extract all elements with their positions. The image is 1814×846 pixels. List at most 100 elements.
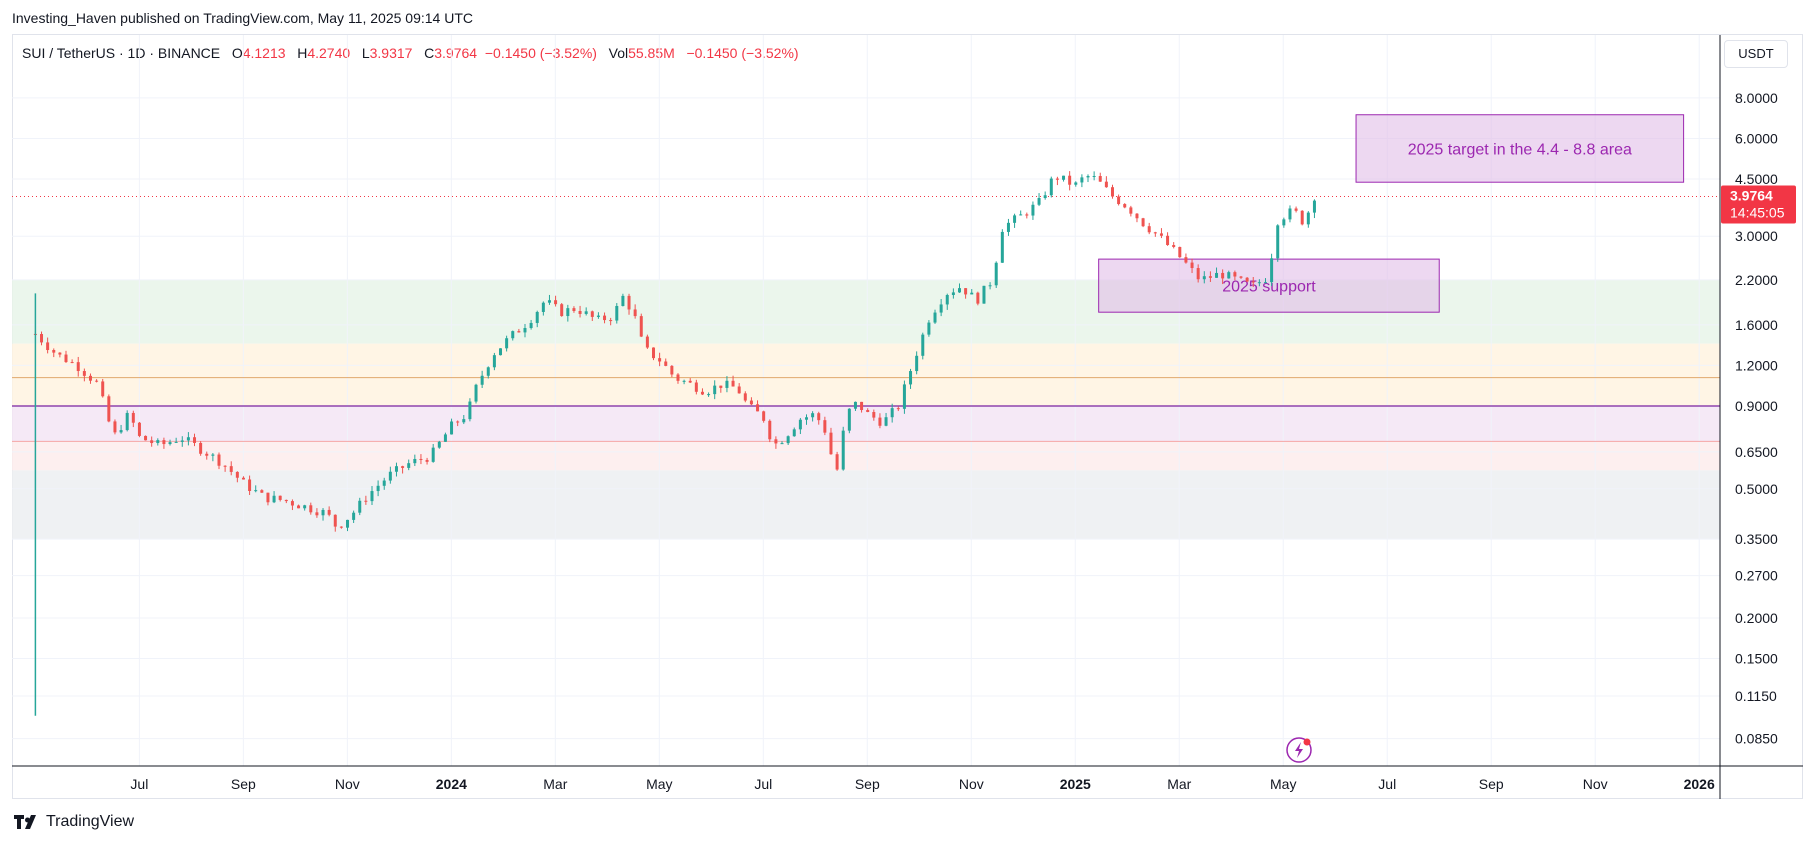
candle-body (199, 442, 203, 454)
candle-body (756, 404, 760, 412)
candle-body (1263, 282, 1267, 284)
open-value: 4.1213 (242, 45, 286, 61)
candle-body (58, 352, 62, 355)
candle-body (694, 382, 698, 392)
x-tick-label: May (1270, 776, 1296, 792)
y-tick-label: 2.2000 (1735, 272, 1778, 288)
candle-body (915, 355, 919, 372)
candle-body (1129, 207, 1133, 214)
candle-body (633, 309, 637, 317)
candle-body (749, 400, 753, 405)
candle-body (670, 365, 674, 375)
candle-body (1135, 213, 1139, 219)
y-tick-label: 0.9000 (1735, 398, 1778, 414)
candle-body (1062, 175, 1066, 180)
candle-body (786, 436, 790, 444)
y-tick-label: 0.2000 (1735, 610, 1778, 626)
candle-body (909, 371, 913, 385)
axes-layer: 8.0000 6.0000 4.5000 3.0000 2.2000 1.6000 1.20… (12, 35, 1803, 799)
candle-body (64, 354, 68, 363)
candle-body (107, 396, 111, 422)
tradingview-logo[interactable]: TradingView (14, 813, 134, 831)
y-tick-label: 4.5000 (1735, 171, 1778, 187)
candle-body (443, 434, 447, 442)
candle-body (866, 410, 870, 413)
candle-body (688, 380, 692, 383)
candle-body (352, 512, 356, 520)
candle-body (700, 391, 704, 395)
candle-body (394, 466, 398, 472)
candle-body (150, 440, 154, 444)
candle-body (82, 371, 86, 376)
candle-body (541, 302, 545, 312)
y-tick-label: 1.6000 (1735, 317, 1778, 333)
annotation-box (1098, 258, 1440, 313)
y-tick-label: 6.0000 (1735, 130, 1778, 146)
candle-body (1221, 272, 1225, 279)
candle-body (486, 367, 490, 376)
candle-body (1147, 226, 1151, 233)
low-value: 3.9317 (369, 45, 413, 61)
candle-body (762, 411, 766, 421)
annotation-label: 2025 target in the 4.4 - 8.8 area (1408, 141, 1632, 158)
candle-body (119, 430, 123, 433)
candle-body (1092, 176, 1096, 178)
candle-body (266, 492, 270, 503)
candle-body (1312, 200, 1316, 213)
candle-body (156, 440, 160, 444)
volume-change: −0.1450 (−3.52%) (686, 45, 799, 61)
candle-body (725, 380, 729, 388)
candle-body (52, 350, 56, 353)
candle-body (945, 295, 949, 305)
candle-body (1190, 262, 1194, 269)
candle-body (492, 355, 496, 368)
support-zone (12, 279, 1720, 344)
candle-body (878, 417, 882, 426)
candle-body (560, 304, 564, 317)
candle-body (682, 380, 686, 382)
y-tick-label: 8.0000 (1735, 90, 1778, 106)
symbol-name[interactable]: SUI / TetherUS · 1D · BINANCE (22, 45, 221, 61)
candle-body (1025, 214, 1029, 216)
currency-button[interactable]: USDT (1724, 40, 1788, 68)
x-tick-label: Jul (130, 776, 148, 792)
tradingview-brand: TradingView (46, 813, 135, 830)
y-tick-label: 0.5000 (1735, 481, 1778, 497)
candle-body (817, 413, 821, 421)
candle-body (40, 334, 44, 343)
candle-body (303, 505, 307, 509)
candle-body (1043, 195, 1047, 199)
candle-body (1117, 196, 1121, 205)
candle-body (590, 311, 594, 317)
support-zone (12, 343, 1720, 406)
candle-body (798, 419, 802, 430)
candle-body (1110, 187, 1114, 197)
candle-body (333, 514, 337, 527)
candle-body (535, 311, 539, 323)
candle-body (1000, 231, 1004, 263)
zones-layer (12, 279, 1720, 540)
symbol-legend: SUI / TetherUS · 1D · BINANCE O4.1213 H4… (22, 45, 799, 61)
candle-body (1184, 257, 1188, 263)
candle-body (615, 305, 619, 321)
candle-body (321, 509, 325, 516)
y-tick-label: 0.0850 (1735, 731, 1778, 747)
candle-body (193, 437, 197, 443)
candle-body (719, 385, 723, 388)
y-tick-label: 0.1150 (1735, 688, 1777, 704)
candle-body (229, 466, 233, 472)
candle-body (988, 285, 992, 287)
candle-body (1251, 281, 1255, 283)
y-tick-label: 1.2000 (1735, 357, 1778, 373)
hlines-layer (12, 195, 1720, 442)
low-label: L (361, 45, 370, 61)
candle-body (205, 453, 209, 456)
annotation-box (1355, 114, 1685, 183)
candle-body (407, 463, 411, 468)
candle-body (419, 458, 423, 460)
candle-body (309, 505, 313, 513)
candle-body (468, 401, 472, 420)
y-tick-label: 0.1500 (1735, 651, 1778, 667)
candle-body (1153, 232, 1157, 234)
